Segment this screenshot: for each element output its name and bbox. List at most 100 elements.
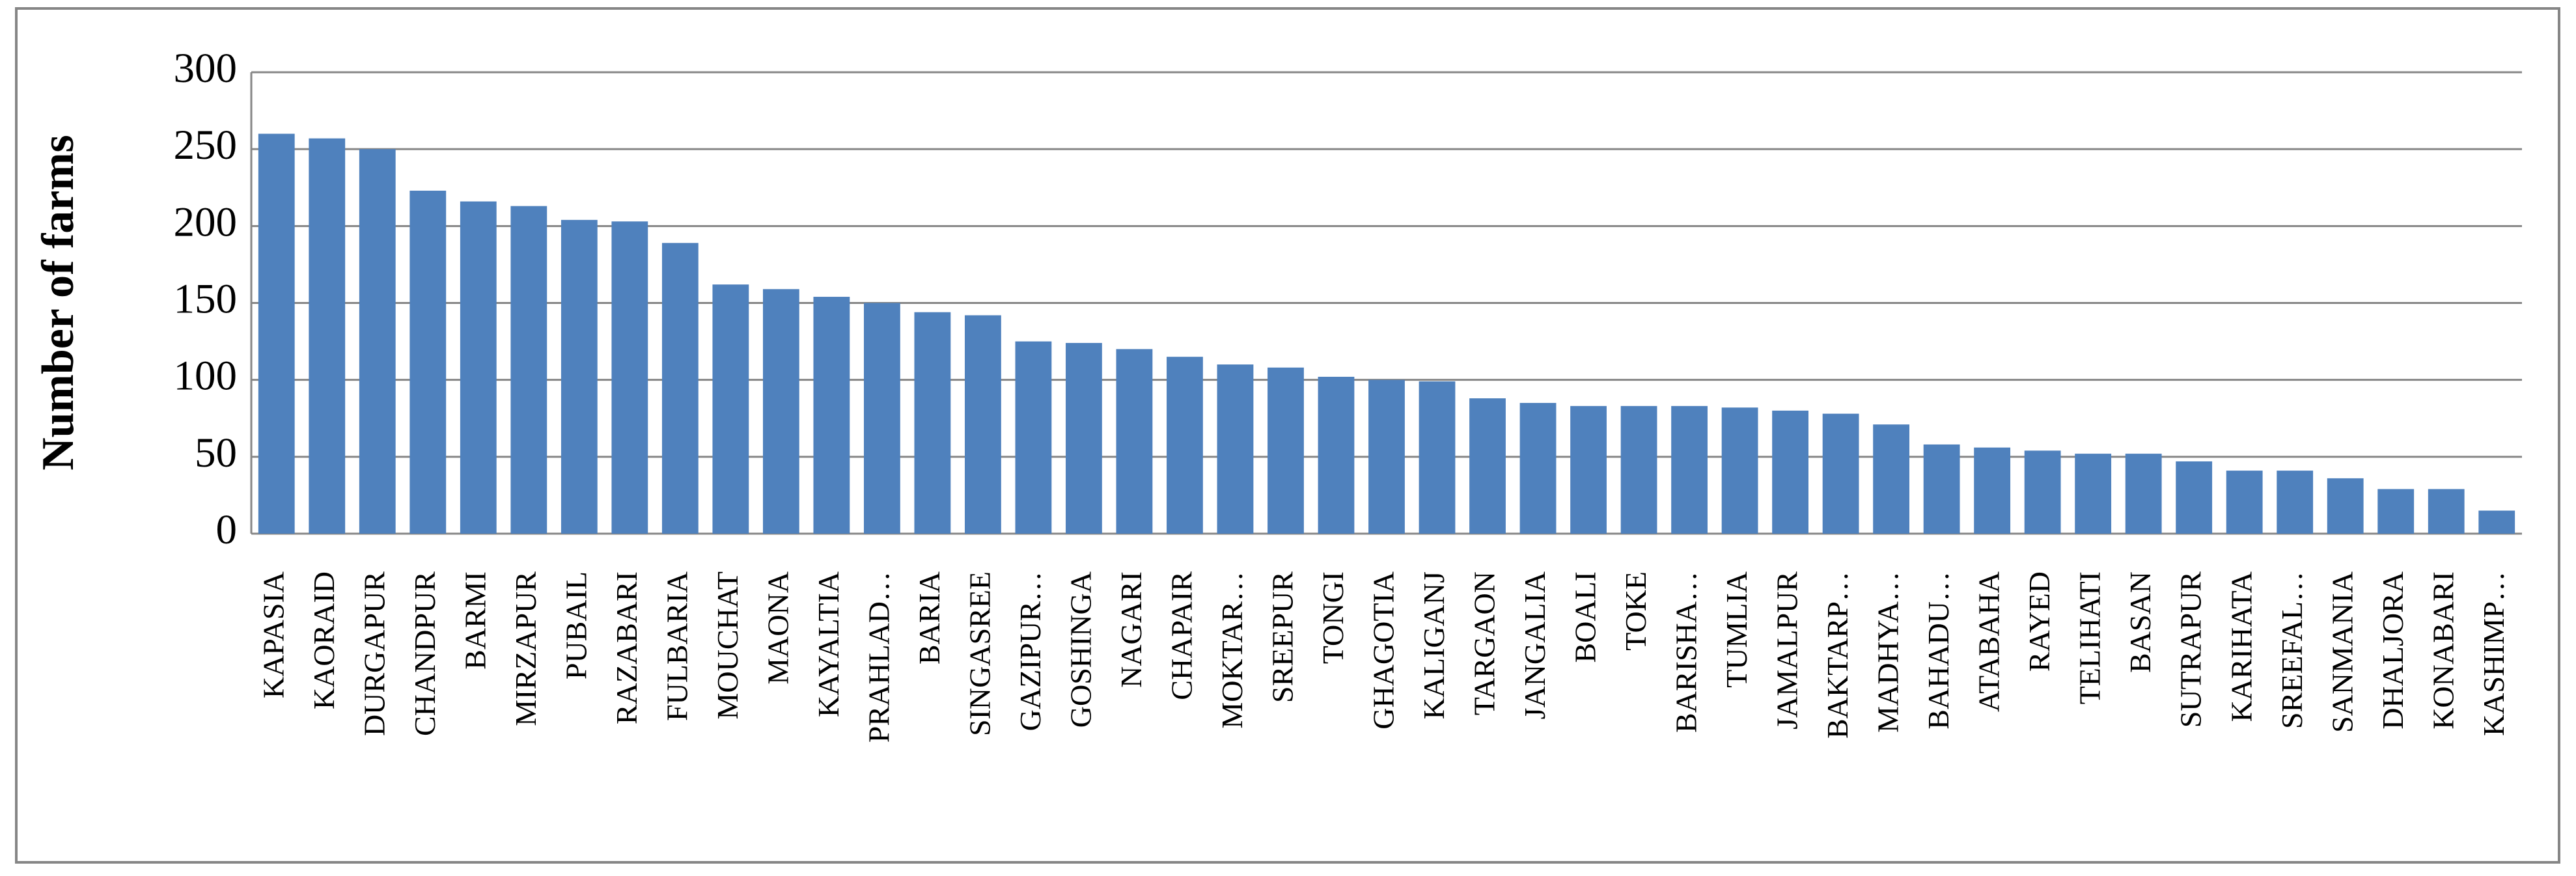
bar [1217,364,1254,534]
x-tick-label: TARGAON [1468,571,1501,715]
x-tick-label: DURGAPUR [357,571,391,736]
bar [1318,376,1355,534]
bar [1721,407,1758,534]
bar [1267,367,1304,534]
x-tick-label: BARIA [913,571,946,664]
bar [2327,478,2364,534]
x-tick-label: KALIGANJ [1417,571,1450,719]
bar [409,190,447,534]
bar [762,289,799,534]
x-tick-label: RAZABARI [610,571,643,724]
x-tick-label: KAORAID [307,571,340,709]
x-tick-label: SINGASREE [963,571,996,736]
y-tick-label: 200 [174,198,238,245]
bar [2377,489,2415,534]
x-tick-label: TELIHATI [2073,571,2107,704]
x-tick-label: SUTRAPUR [2174,571,2208,728]
x-tick-label: JANGALIA [1518,571,1551,719]
bar [863,303,900,534]
x-tick-label: SANMANIA [2325,571,2359,733]
bar [813,297,850,534]
x-tick-label: MOKTAR… [1215,571,1249,729]
x-tick-label: CHANDPUR [408,571,441,736]
bar [661,243,699,534]
x-tick-label: BASAN [2124,571,2157,673]
y-tick-label: 50 [195,430,237,476]
x-tick-label: KAPASIA [256,571,290,698]
x-tick-label: MOUCHAT [711,571,744,719]
bar [309,138,346,534]
bar [1772,410,1808,534]
x-tick-label: PUBAIL [559,571,592,679]
y-axis-label: Number of farms [33,135,83,471]
bar [2277,471,2314,534]
x-tick-label: KASHIMP… [2477,571,2510,736]
x-tick-label: GHAGOTIA [1367,571,1400,730]
y-tick-label: 250 [174,122,238,169]
x-tick-label: DHALJORA [2376,571,2409,730]
bar [359,149,396,534]
x-tick-label: BARISHA… [1670,571,1703,733]
y-tick-label: 150 [174,275,238,322]
bar [914,312,951,534]
bar [2024,450,2061,534]
bar [1419,381,1456,534]
bar [611,221,648,534]
x-tick-label: TOKE [1619,571,1652,651]
bar [2478,510,2515,534]
x-tick-label: KARIHATA [2224,571,2258,722]
bar [460,201,497,534]
x-tick-label: KAYALTIA [812,571,845,717]
x-tick-label: BAKTARP… [1821,571,1854,739]
x-tick-label: JAMALPUR [1771,571,1804,730]
x-tick-label: BOALI [1569,571,1602,663]
y-tick-label: 100 [174,353,238,400]
bar [1923,444,1960,534]
bar [1873,424,1910,534]
bar [1066,342,1102,534]
bar [510,206,547,534]
y-tick-label: 300 [174,45,238,92]
bar [1167,357,1203,534]
bar [1974,447,2011,534]
y-tick-label: 0 [216,506,238,553]
bar [1469,398,1506,534]
x-tick-label: PRAHLAD… [862,571,895,743]
x-tick-label: SREEFAL… [2275,571,2308,729]
bar [1368,379,1405,534]
bar [1519,403,1557,534]
bar [2176,461,2213,534]
x-tick-label: NAGARI [1115,571,1148,688]
bar [258,133,295,534]
bar [1015,341,1052,534]
bar [1620,405,1657,534]
bar [2226,471,2263,534]
x-tick-label: BAHADU… [1922,571,1955,730]
x-tick-label: TONGI [1316,571,1350,664]
x-tick-label: ATABAHA [1973,571,2006,712]
bar [712,284,749,534]
x-tick-label: MIRZAPUR [509,571,542,726]
bar [561,219,598,534]
x-tick-label: RAYED [2023,571,2056,672]
x-tick-label: KONABARI [2426,571,2459,730]
bar [1116,349,1153,534]
x-tick-label: FULBARIA [660,571,693,721]
bar [2075,454,2112,534]
bar [965,315,1001,534]
bar [1570,405,1607,534]
x-tick-label: GOSHINGA [1064,571,1097,728]
x-tick-label: CHAPAIR [1165,571,1198,700]
x-tick-label: BARMI [458,571,492,670]
bar [1671,405,1708,534]
x-tick-label: MAONA [761,571,794,685]
bar [2428,489,2465,534]
bar [1822,413,1859,534]
x-tick-label: MADHYA… [1872,571,1905,733]
x-tick-label: GAZIPUR… [1014,571,1047,731]
x-tick-label: SREEPUR [1266,571,1299,703]
x-tick-label: TUMLIA [1720,571,1753,688]
bar [2125,454,2162,534]
